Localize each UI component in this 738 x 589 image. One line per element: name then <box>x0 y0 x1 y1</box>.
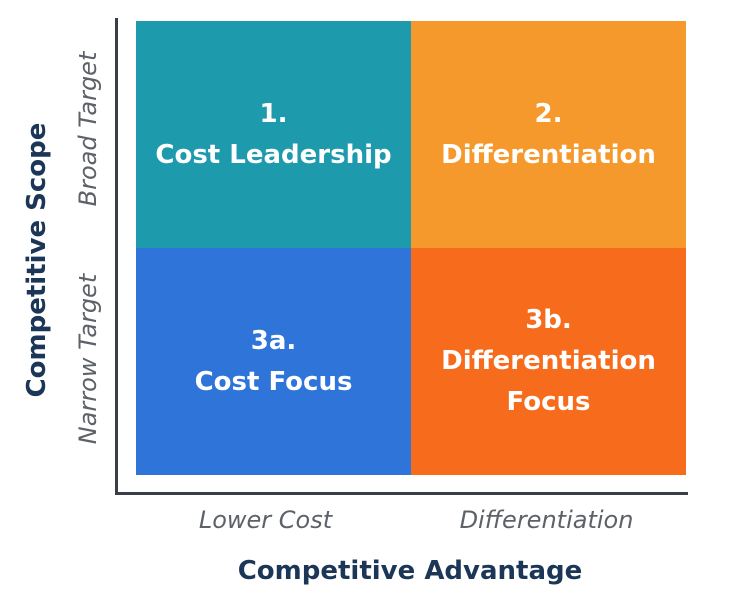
quadrant-title: Differentiation <box>441 139 656 170</box>
quadrant-number: 3a. <box>250 325 297 356</box>
quadrant-number: 3b. <box>525 305 572 335</box>
quadrant-number: 2. <box>534 98 563 129</box>
quadrant-title: Cost Focus <box>194 366 353 397</box>
y-tick-broad-target: Broad Target <box>74 51 102 207</box>
quadrant-differentiation: 2. Differentiation <box>411 21 686 248</box>
quadrant-title-line-2: Focus <box>506 387 591 417</box>
quadrant-cost-leadership: 1. Cost Leadership <box>136 21 411 248</box>
x-axis-line <box>115 492 688 495</box>
quadrant-cost-focus: 3a. Cost Focus <box>136 248 411 475</box>
x-tick-lower-cost: Lower Cost <box>198 506 333 534</box>
y-axis-line <box>115 18 118 495</box>
x-tick-differentiation: Differentiation <box>459 506 634 534</box>
quadrant-number: 1. <box>259 98 288 129</box>
x-axis-label: Competitive Advantage <box>237 556 583 586</box>
quadrant-differentiation-focus: 3b. Differentiation Focus <box>411 248 686 475</box>
y-tick-narrow-target: Narrow Target <box>74 273 102 445</box>
quadrant-title: Differentiation <box>441 346 656 376</box>
quadrant-title: Cost Leadership <box>155 139 392 170</box>
y-axis-label: Competitive Scope <box>22 122 52 398</box>
